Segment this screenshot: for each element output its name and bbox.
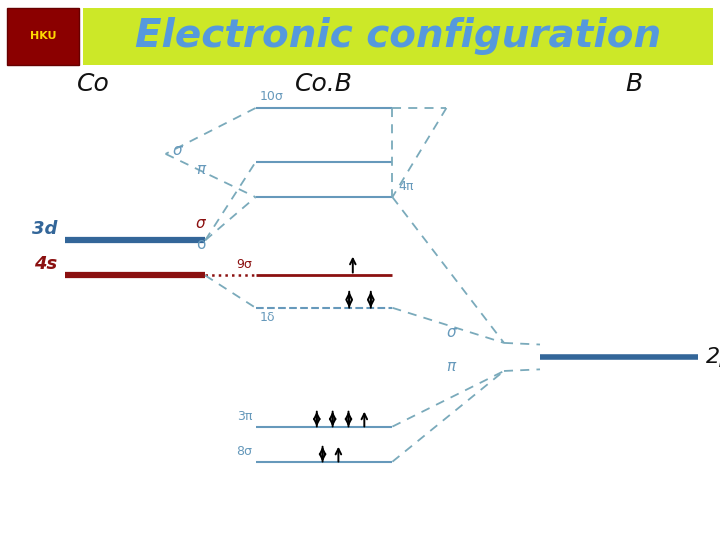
Text: 8σ: 8σ: [236, 446, 252, 458]
Text: o: o: [196, 238, 205, 252]
Text: 10σ: 10σ: [259, 90, 283, 103]
Text: Electronic configuration: Electronic configuration: [135, 17, 661, 56]
FancyBboxPatch shape: [83, 8, 713, 65]
Text: π: π: [196, 162, 205, 177]
Text: Co.B: Co.B: [295, 72, 353, 96]
Text: Co: Co: [77, 72, 110, 96]
Text: B: B: [625, 72, 642, 96]
Text: σ: σ: [446, 325, 456, 340]
Text: π: π: [446, 359, 456, 374]
Text: σ: σ: [173, 143, 182, 158]
Text: 3π: 3π: [237, 410, 252, 423]
Text: 3d: 3d: [32, 220, 58, 238]
Text: 2p: 2p: [706, 347, 720, 368]
Text: 9σ: 9σ: [236, 258, 252, 271]
Text: HKU: HKU: [30, 31, 56, 42]
Text: σ: σ: [196, 216, 205, 231]
FancyBboxPatch shape: [7, 8, 79, 65]
Text: 4s: 4s: [35, 255, 58, 273]
Text: 4π: 4π: [398, 180, 413, 193]
Text: 1δ: 1δ: [259, 311, 275, 324]
